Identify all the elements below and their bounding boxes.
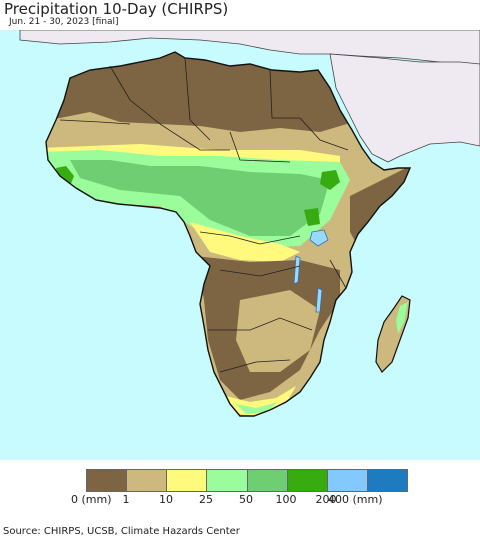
legend-swatch-400-plus	[367, 470, 407, 491]
lake-victoria	[309, 229, 329, 247]
legend-swatch-50-100	[247, 470, 288, 491]
legend-tick-400: 400 (mm)	[328, 493, 383, 506]
legend-swatch-200-400	[327, 470, 368, 491]
legend-tick-1: 1	[122, 493, 130, 506]
lake-tanganyika	[293, 255, 301, 285]
map-subtitle: Jun. 21 - 30, 2023 [final]	[9, 17, 119, 27]
legend-swatch-25-50	[207, 470, 248, 491]
legend-tick-labels: 0 (mm) 1 10 25 50 100 200 400 (mm)	[0, 493, 480, 507]
precipitation-map	[0, 30, 480, 460]
legend-tick-25: 25	[199, 493, 213, 506]
legend-tick-200: 200	[315, 493, 337, 506]
legend-swatch-1-10	[127, 470, 168, 491]
legend-tick-0: 0 (mm)	[71, 493, 112, 506]
source-credit: Source: CHIRPS, UCSB, Climate Hazards Ce…	[3, 526, 240, 537]
legend-swatch-100-200	[287, 470, 328, 491]
precipitation-legend	[86, 469, 408, 492]
legend-tick-10: 10	[159, 493, 173, 506]
land-outside-arabia	[329, 53, 480, 163]
map-title: Precipitation 10-Day (CHIRPS)	[4, 0, 229, 18]
legend-tick-100: 100	[275, 493, 297, 506]
lake-malawi	[315, 287, 323, 313]
legend-swatch-0-1	[87, 470, 128, 491]
country-borders	[59, 57, 349, 373]
legend-swatch-10-25	[167, 470, 208, 491]
legend-tick-50: 50	[239, 493, 253, 506]
